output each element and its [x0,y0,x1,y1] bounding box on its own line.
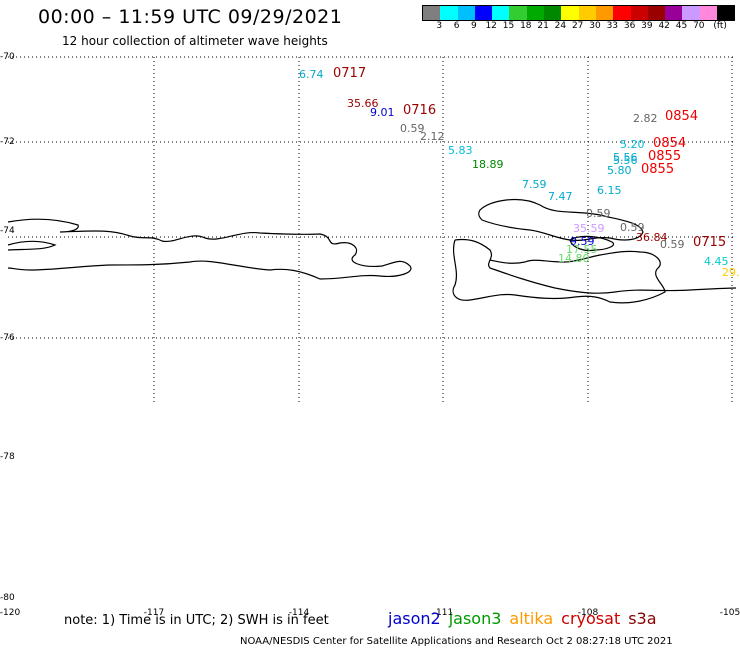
pass-time-label: 0855 [641,162,675,177]
color-swatch [440,6,458,20]
wave-height-value: 5.80 [607,164,632,177]
wave-height-value: 4.45 [704,255,729,268]
color-scale-labels: 3 6 9 12 15 18 21 24 27 30 33 36 39 42 45 70 (ft) [422,21,740,33]
wave-height-value: 6.15 [597,184,622,197]
color-scale-label: 36 [623,21,636,31]
wave-height-value: 7.47 [548,190,573,203]
color-scale-label: 39 [641,21,653,31]
color-swatch [699,6,718,20]
wave-height-value: 5.56 [613,154,638,167]
color-scale-label: 12 [485,21,497,31]
color-swatch [578,6,596,20]
longitude-label: -114 [288,608,310,618]
pass-time-label: 0855 [648,149,682,164]
color-scale-label: 27 [571,21,584,31]
satellite-legend: jason2 jason3 altika cryosat s3a [388,609,665,628]
color-scale-label: 9 [471,21,477,31]
footer-credit: NOAA/NESDIS Center for Satellite Applica… [240,636,673,647]
wave-height-value: 0.59 [400,122,425,135]
wave-height-value: 9.59 [570,235,595,248]
satellite-legend-item: s3a [628,609,657,628]
color-scale-label: 30 [589,21,601,31]
color-swatch [457,6,475,20]
wave-height-value: 2.12 [420,130,445,143]
color-swatch [665,6,683,20]
color-swatch [630,6,648,20]
pass-time-label: 0854 [665,109,699,124]
color-scale-label: 45 [675,21,688,31]
coastline-island-mid [569,235,615,252]
color-swatch [544,6,562,20]
page-subtitle: 12 hour collection of altimeter wave hei… [62,34,328,48]
color-scale-label: 15 [502,21,515,31]
color-scale-bar [422,5,736,21]
color-scale-label: 70 [693,21,705,31]
coastline-south [452,238,737,304]
latitude-label: -74 [0,226,15,236]
color-scale-label: 6 [453,21,460,31]
color-swatch [717,6,735,20]
wave-height-value: 0.59 [660,238,685,251]
wave-height-value: 35.66 [347,97,379,110]
color-swatch [509,6,527,20]
longitude-label: -108 [577,608,599,618]
wave-height-value: 5.20 [620,138,645,151]
color-swatch [492,6,510,20]
longitude-label: -111 [432,608,454,618]
latitude-label: -80 [0,593,15,603]
color-scale-label: (ft) [713,21,727,31]
wave-height-value: 14.80 [558,252,590,265]
satellite-legend-item: jason3 [448,609,502,628]
color-scale-label: 24 [554,21,567,31]
color-swatch [647,6,666,20]
pass-time-label: 0716 [403,103,437,118]
color-swatch [682,6,700,20]
color-scale-label: 21 [537,21,549,31]
satellite-legend-item: cryosat [561,609,621,628]
wave-height-value: 0.59 [620,221,645,234]
latitude-label: -72 [0,137,15,147]
color-swatch [595,6,614,20]
longitude-label: -105 [719,608,740,618]
color-swatch [613,6,631,20]
color-swatch [561,6,579,20]
latitude-label: -70 [0,52,15,62]
color-scale-label: 33 [606,21,619,31]
wave-height-value: 7.59 [522,178,547,191]
coastline-main [7,218,412,280]
coastline [7,199,737,304]
color-swatch [474,6,493,20]
wave-height-value: 35.59 [573,222,605,235]
wave-height-value: 18.89 [472,158,504,171]
satellite-legend-item: altika [509,609,554,628]
coastline-west-bay [7,240,57,251]
wave-height-value: 29. [722,266,740,279]
wave-height-value: 36.84 [636,231,668,244]
grid-lines [8,56,736,405]
wave-height-value: 5.56 [613,151,638,164]
pass-time-label: 0715 [693,235,727,250]
wave-height-value: 2.82 [633,112,658,125]
color-scale-label: 42 [658,21,670,31]
pass-time-label: 0854 [653,136,687,151]
longitude-label: -117 [143,608,165,618]
color-swatch [423,6,441,20]
wave-height-value: 0.59 [586,207,611,220]
latitude-label: -78 [0,452,15,462]
wave-height-value: 5.83 [448,144,473,157]
color-scale-label: 3 [436,21,443,31]
wave-height-value: 17.55 [566,243,598,256]
color-swatch [526,6,545,20]
page-title: 00:00 – 11:59 UTC 09/29/2021 [38,6,343,28]
pass-time-label: 0717 [333,66,367,81]
color-scale-label: 18 [520,21,532,31]
coastline-island-north [478,199,644,242]
wave-height-value: 6.74 [299,68,324,81]
wave-height-value: 9.01 [370,106,395,119]
longitude-label: -120 [0,608,21,618]
footer-note: note: 1) Time is in UTC; 2) SWH is in fe… [64,613,329,628]
satellite-legend-item: jason2 [388,609,441,628]
latitude-label: -76 [0,333,15,343]
